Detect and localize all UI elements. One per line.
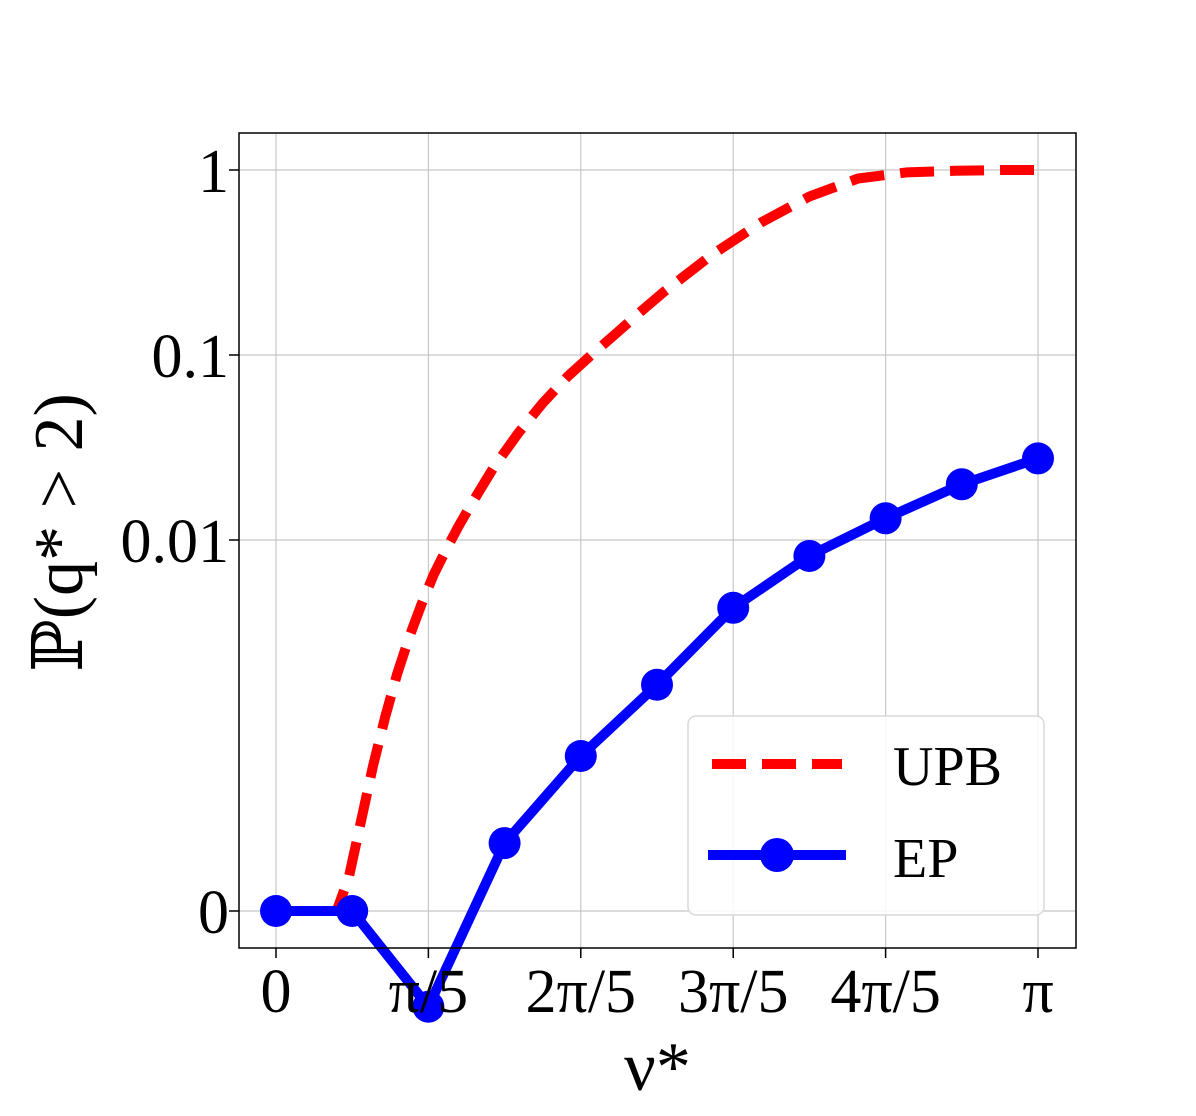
legend-ep-marker [760,838,794,872]
x-axis-label: ν* [624,1029,691,1106]
data-point-ep [641,668,674,701]
series-line-upb [324,165,1038,916]
y-tick-label: 0 [198,879,229,947]
data-point-ep [336,895,369,927]
x-tick-labels: 0 π/5 2π/5 3π/5 4π/5 π [261,948,1054,1026]
data-point-ep [869,502,902,535]
data-point-ep [945,468,978,501]
data-point-ep [260,895,292,927]
y-tick-label: 0.01 [121,508,230,576]
y-tick-label: 0.1 [152,323,230,391]
grid [239,133,1076,948]
x-tick-label: π/5 [389,958,469,1026]
data-point-ep [564,739,597,772]
data-point-ep [717,591,750,624]
data-point-ep [488,827,521,860]
y-tick-label: 1 [198,138,229,206]
data-point-ep [412,990,445,1023]
legend-upb-label: UPB [893,736,1002,798]
x-tick-label: 0 [261,958,292,1026]
data-point-ep [1022,442,1055,475]
x-tick-label: 2π/5 [526,958,637,1026]
x-tick-label: 4π/5 [830,958,941,1026]
legend-ep-label: EP [893,828,958,890]
y-tick-labels: 0 0.01 0.1 1 [121,138,239,947]
data-point-ep [793,539,826,572]
x-tick-label: π [1022,958,1053,1026]
x-tick-label: 3π/5 [678,958,789,1026]
legend: UPB EP [687,715,1045,916]
series-layer [260,165,1055,1023]
y-axis-label: ℙ(q* > 2) [21,393,98,672]
